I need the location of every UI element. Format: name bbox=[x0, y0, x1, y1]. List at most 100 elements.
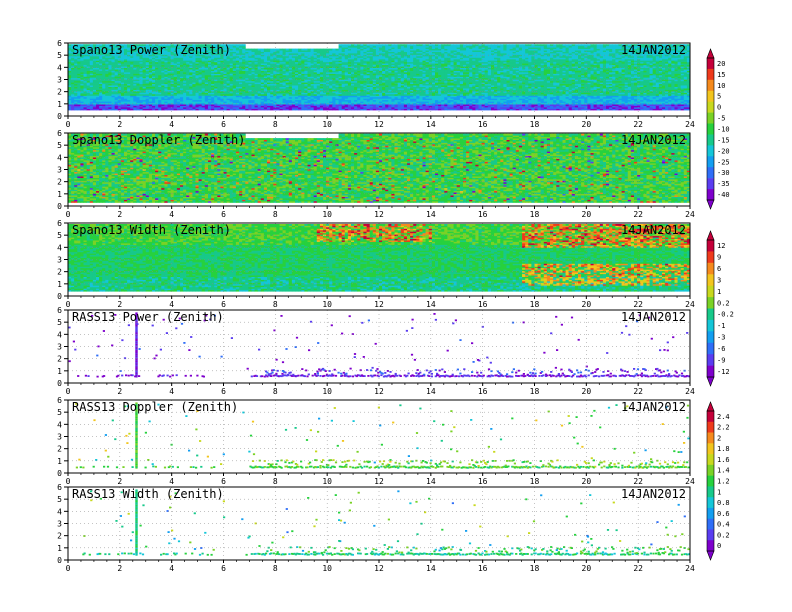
heatmap-cell bbox=[164, 51, 168, 54]
heatmap-cell bbox=[217, 58, 221, 61]
heatmap-cell bbox=[288, 108, 293, 111]
heatmap-cell bbox=[410, 79, 414, 82]
heatmap-cell bbox=[139, 107, 143, 109]
heatmap-cell bbox=[152, 80, 156, 83]
heatmap-cell bbox=[164, 96, 168, 99]
heatmap-cell bbox=[142, 57, 147, 60]
heatmap-cell bbox=[329, 60, 333, 63]
heatmap-cell bbox=[316, 77, 321, 80]
heatmap-cell bbox=[351, 85, 355, 87]
heatmap-cell bbox=[102, 88, 106, 90]
heatmap-cell bbox=[167, 74, 171, 77]
heatmap-cell bbox=[344, 99, 349, 102]
heatmap-cell bbox=[413, 61, 417, 64]
heatmap-cell bbox=[270, 60, 274, 63]
heatmap-cell bbox=[136, 96, 140, 99]
heatmap-cell bbox=[192, 102, 196, 105]
heatmap-cell bbox=[120, 70, 125, 73]
heatmap-cell bbox=[148, 61, 153, 64]
heatmap-cell bbox=[173, 101, 178, 104]
heatmap-cell bbox=[170, 60, 175, 63]
heatmap-cell bbox=[316, 58, 321, 61]
heatmap-cell bbox=[189, 70, 193, 73]
heatmap-cell bbox=[136, 63, 140, 66]
heatmap-cell bbox=[108, 83, 112, 86]
heatmap-cell bbox=[148, 92, 153, 95]
heatmap-cell bbox=[248, 57, 252, 60]
heatmap-cell bbox=[173, 82, 178, 85]
heatmap-cell bbox=[245, 60, 249, 63]
heatmap-cell bbox=[413, 90, 417, 93]
heatmap-cell bbox=[102, 99, 106, 102]
heatmap-cell bbox=[148, 76, 153, 79]
heatmap-cell bbox=[214, 47, 218, 49]
heatmap-cell bbox=[291, 51, 296, 54]
heatmap-cell bbox=[220, 90, 224, 93]
heatmap-cell bbox=[416, 85, 420, 87]
heatmap-cell bbox=[142, 99, 147, 102]
heatmap-cell bbox=[208, 86, 212, 89]
heatmap-cell bbox=[74, 47, 78, 49]
heatmap-cell bbox=[108, 89, 112, 92]
heatmap-cell bbox=[220, 57, 224, 60]
heatmap-cell bbox=[139, 80, 143, 83]
heatmap-cell bbox=[263, 102, 268, 105]
heatmap-cell bbox=[366, 58, 371, 61]
heatmap-cell bbox=[304, 72, 308, 74]
heatmap-cell bbox=[180, 98, 184, 101]
heatmap-cell bbox=[298, 60, 302, 63]
heatmap-cell bbox=[124, 77, 128, 80]
heatmap-cell bbox=[326, 73, 330, 76]
heatmap-cell bbox=[117, 86, 122, 89]
heatmap-cell bbox=[291, 66, 296, 68]
heatmap-cell bbox=[214, 107, 218, 109]
heatmap-cell bbox=[114, 82, 119, 85]
heatmap-cell bbox=[96, 70, 100, 73]
heatmap-cell bbox=[282, 80, 287, 83]
heatmap-cell bbox=[96, 105, 100, 108]
heatmap-cell bbox=[117, 101, 122, 104]
heatmap-cell bbox=[416, 99, 420, 102]
heatmap-cell bbox=[301, 60, 305, 63]
heatmap-cell bbox=[167, 47, 171, 49]
heatmap-cell bbox=[245, 102, 249, 105]
heatmap-cell bbox=[130, 77, 134, 80]
heatmap-cell bbox=[291, 98, 296, 101]
heatmap-cell bbox=[248, 58, 252, 61]
heatmap-cell bbox=[260, 53, 265, 55]
heatmap-cell bbox=[347, 57, 352, 60]
heatmap-cell bbox=[335, 69, 339, 71]
heatmap-cell bbox=[92, 73, 97, 76]
heatmap-cell bbox=[142, 104, 147, 106]
heatmap-cell bbox=[214, 79, 218, 82]
heatmap-cell bbox=[148, 60, 153, 63]
heatmap-cell bbox=[77, 98, 81, 101]
heatmap-cell bbox=[273, 51, 277, 54]
heatmap-cell bbox=[257, 80, 262, 83]
heatmap-cell bbox=[242, 77, 246, 80]
heatmap-cell bbox=[335, 64, 339, 67]
heatmap-cell bbox=[102, 93, 106, 96]
heatmap-cell bbox=[161, 64, 165, 67]
heatmap-cell bbox=[410, 102, 414, 105]
heatmap-cell bbox=[388, 83, 392, 86]
heatmap-cell bbox=[354, 98, 358, 101]
heatmap-cell bbox=[161, 66, 165, 68]
heatmap-cell bbox=[260, 70, 265, 73]
heatmap-cell bbox=[323, 66, 327, 68]
heatmap-cell bbox=[201, 92, 206, 95]
heatmap-cell bbox=[397, 99, 402, 102]
heatmap-cell bbox=[301, 108, 305, 111]
heatmap-cell bbox=[114, 72, 119, 74]
heatmap-cell bbox=[369, 58, 374, 61]
heatmap-cell bbox=[114, 92, 119, 95]
heatmap-cell bbox=[127, 74, 131, 77]
heatmap-cell bbox=[254, 93, 259, 96]
heatmap-cell bbox=[372, 73, 377, 76]
heatmap-cell bbox=[108, 95, 112, 98]
heatmap-cell bbox=[183, 92, 187, 95]
heatmap-cell bbox=[74, 50, 78, 52]
heatmap-cell bbox=[288, 57, 293, 60]
heatmap-cell bbox=[304, 67, 308, 70]
heatmap-cell bbox=[379, 63, 383, 66]
